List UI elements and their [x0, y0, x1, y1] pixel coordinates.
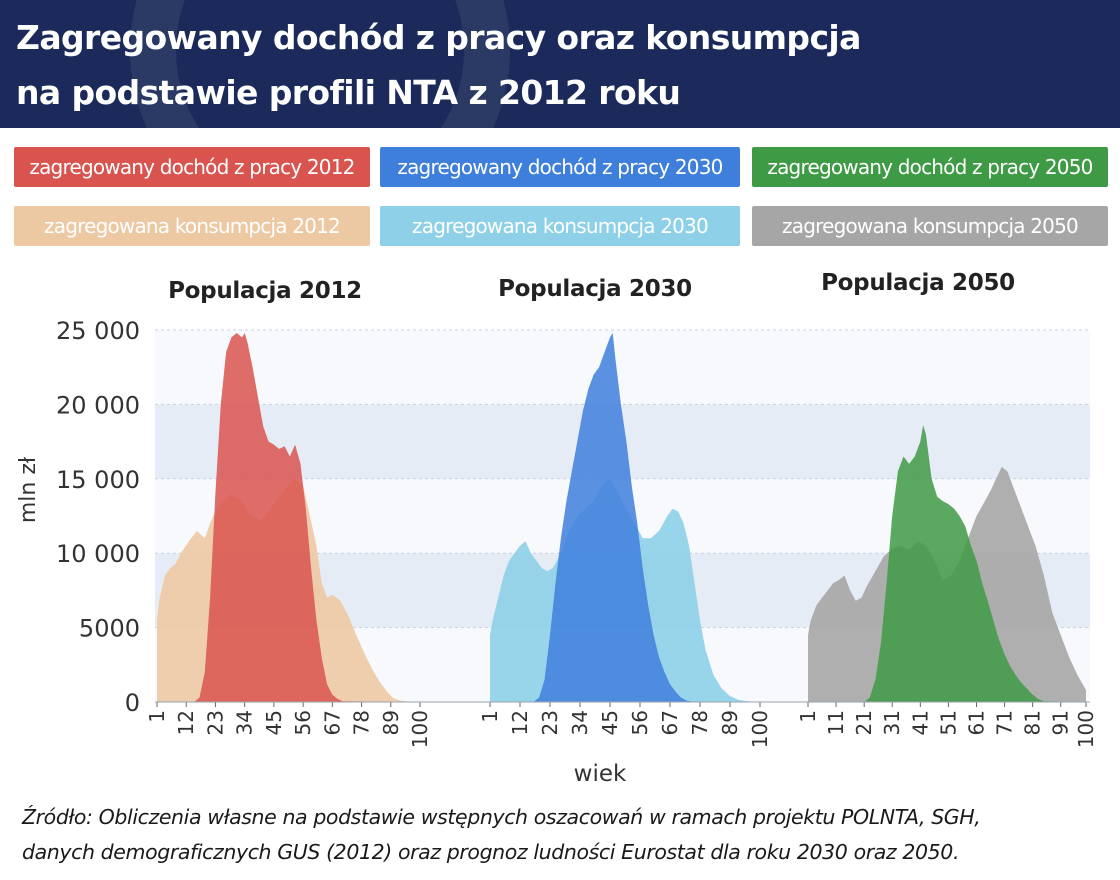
x-tick-label-1-2: 23 — [203, 710, 227, 735]
x-tick-label-1-0: 1 — [145, 710, 169, 723]
area-zagregowany-dochód-z-pracy-2030 — [490, 333, 760, 702]
y-tick-label-4: 20 000 — [56, 391, 140, 419]
x-tick-label-3-3: 31 — [880, 710, 904, 735]
x-tick-label-1-6: 67 — [320, 710, 344, 735]
y-tick-label-0: 0 — [125, 689, 140, 717]
x-tick-label-3-1: 11 — [824, 710, 848, 735]
legend-consumption-2012: zagregowana konsumpcja 2012 — [14, 206, 370, 246]
x-tick-label-1-5: 56 — [291, 710, 315, 735]
page-title: Zagregowany dochód z pracy oraz konsumpc… — [16, 10, 861, 120]
source-note: Źródło: Obliczenia własne na podstawie w… — [22, 800, 981, 870]
title-line-1: Zagregowany dochód z pracy oraz konsumpc… — [16, 18, 861, 57]
x-tick-label-3-4: 41 — [908, 710, 932, 735]
x-tick-label-3-2: 21 — [852, 710, 876, 735]
x-axis-label: wiek — [574, 761, 627, 787]
panel-title-2: Populacja 2030 — [498, 276, 692, 302]
y-tick-label-1: 5000 — [79, 615, 140, 643]
x-tick-label-1-9: 100 — [408, 710, 432, 748]
y-tick-label-2: 10 000 — [56, 540, 140, 568]
title-line-2: na podstawie profili NTA z 2012 roku — [16, 73, 681, 112]
header-decoration — [130, 0, 510, 128]
x-tick-label-2-8: 89 — [718, 710, 742, 735]
x-tick-label-1-8: 89 — [379, 710, 403, 735]
legend-income-2030: zagregowany dochód z pracy 2030 — [380, 147, 740, 187]
x-tick-label-2-1: 12 — [508, 710, 532, 735]
grid-band-4 — [155, 330, 1090, 405]
x-tick-label-2-9: 100 — [748, 710, 772, 748]
x-tick-label-2-6: 67 — [658, 710, 682, 735]
x-tick-label-3-0: 1 — [796, 710, 820, 723]
x-tick-label-2-5: 56 — [628, 710, 652, 735]
panel-title-1: Populacja 2012 — [168, 278, 362, 304]
header: Zagregowany dochód z pracy oraz konsumpc… — [0, 0, 1120, 128]
area-zagregowany-dochód-z-pracy-2050 — [808, 425, 1086, 702]
legend-consumption-2030: zagregowana konsumpcja 2030 — [380, 206, 740, 246]
x-tick-label-1-7: 78 — [350, 710, 374, 735]
x-tick-label-2-2: 23 — [538, 710, 562, 735]
legend-income-2050: zagregowany dochód z pracy 2050 — [752, 147, 1108, 187]
x-tick-label-3-5: 51 — [936, 710, 960, 735]
chart: 0 5000 10 000 15 000 20 000 25 000 mln zł Popul… — [16, 270, 1098, 787]
x-tick-label-2-4: 45 — [598, 710, 622, 735]
x-tick-label-3-8: 81 — [1021, 710, 1045, 735]
x-tick-label-3-10: 100 — [1074, 710, 1098, 748]
y-tick-label-3: 15 000 — [56, 466, 140, 494]
source-line-1: Źródło: Obliczenia własne na podstawie w… — [22, 805, 981, 829]
x-tick-label-1-4: 45 — [262, 710, 286, 735]
panel-title-3: Populacja 2050 — [821, 270, 1015, 296]
x-tick-label-3-6: 61 — [965, 710, 989, 735]
x-tick-label-2-0: 1 — [478, 710, 502, 723]
legend-consumption-2050: zagregowana konsumpcja 2050 — [752, 206, 1108, 246]
area-zagregowany-dochód-z-pracy-2012 — [157, 333, 420, 702]
y-tick-label-5: 25 000 — [56, 317, 140, 345]
x-tick-label-1-3: 34 — [233, 710, 257, 735]
x-tick-label-3-9: 91 — [1049, 710, 1073, 735]
source-line-2: danych demograficznych GUS (2012) oraz p… — [22, 840, 960, 864]
legend-income-2012: zagregowany dochód z pracy 2012 — [14, 147, 370, 187]
x-tick-label-1-1: 12 — [174, 710, 198, 735]
y-axis-label: mln zł — [16, 456, 41, 523]
x-tick-label-3-7: 71 — [993, 710, 1017, 735]
x-tick-label-2-7: 78 — [688, 710, 712, 735]
x-tick-label-2-3: 34 — [568, 710, 592, 735]
